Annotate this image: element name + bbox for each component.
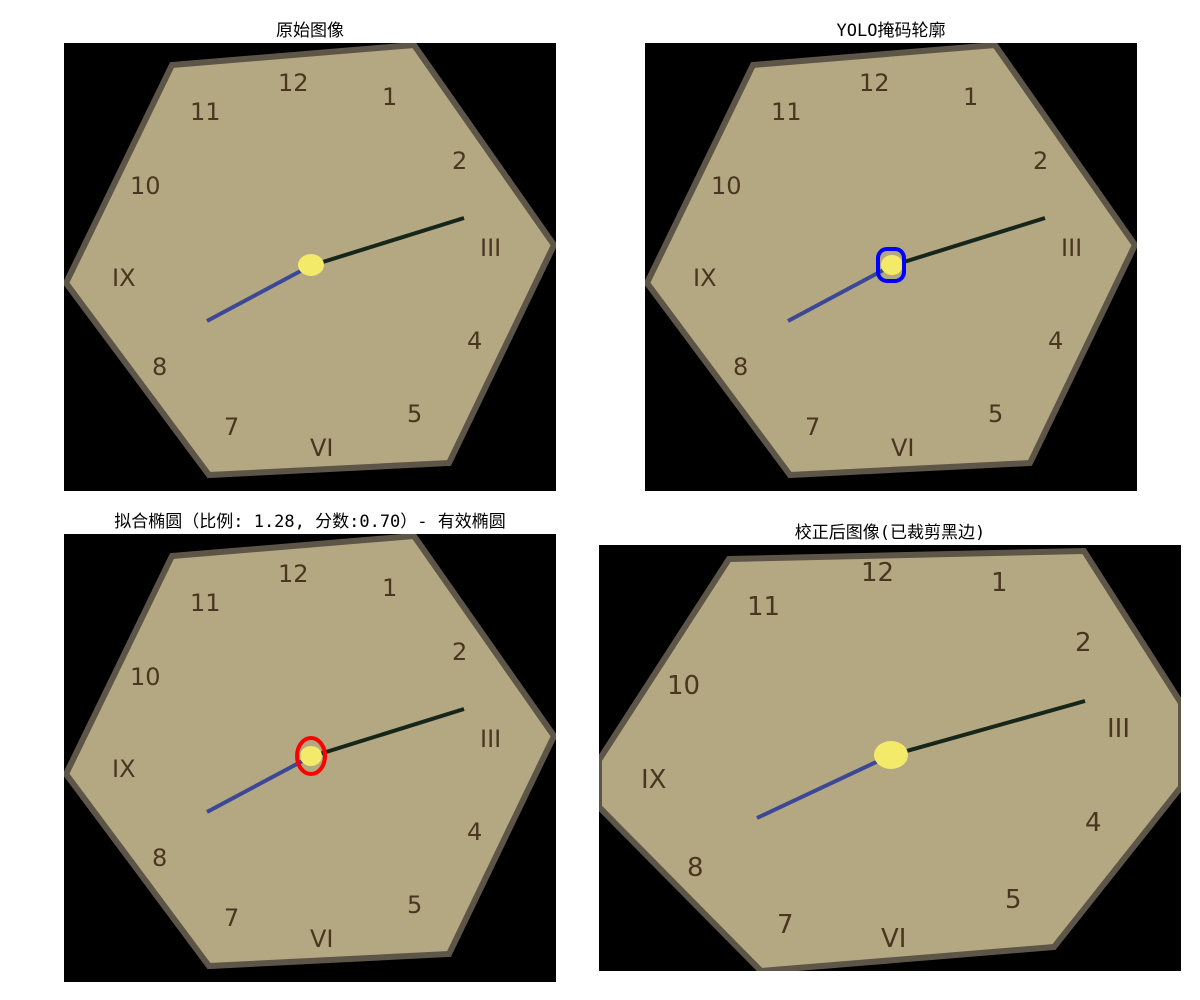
numeral-1: 1 <box>991 568 1008 598</box>
fitted-ellipse-panel: 12 1 2 III 4 5 VI 7 8 IX 10 11 <box>64 534 556 982</box>
hour-hand <box>756 754 890 820</box>
panel-title-fitted-ellipse: 拟合椭圆（比例: 1.28, 分数:0.70）- 有效椭圆 <box>114 512 506 532</box>
yolo-mask-panel: 12 1 2 III 4 5 VI 7 8 IX 10 11 <box>645 43 1137 491</box>
center-dot <box>298 254 324 276</box>
numeral-3: III <box>1061 234 1082 262</box>
center-dot <box>881 255 903 275</box>
minute-hand <box>309 216 465 268</box>
hour-hand <box>787 264 892 323</box>
panel-title-corrected: 校正后图像(已裁剪黑边) <box>794 523 986 543</box>
numeral-4: 4 <box>1048 327 1063 355</box>
numeral-3: III <box>480 234 501 262</box>
numeral-9: IX <box>641 765 666 795</box>
numeral-6: VI <box>881 924 906 954</box>
numeral-2: 2 <box>452 147 467 175</box>
numeral-7: 7 <box>224 413 239 441</box>
corrected-clock: 12 1 2 III 4 5 VI 7 8 IX 10 11 <box>599 547 1181 971</box>
numeral-9: IX <box>112 755 136 783</box>
minute-hand <box>890 216 1046 268</box>
numeral-12: 12 <box>278 560 309 588</box>
numeral-2: 2 <box>1033 147 1048 175</box>
original-image-panel: 12 1 2 III 4 5 VI 7 8 IX 10 11 <box>64 43 556 491</box>
numeral-7: 7 <box>777 910 794 940</box>
numeral-9: IX <box>693 264 717 292</box>
hour-hand <box>206 264 311 323</box>
numeral-10: 10 <box>667 671 700 701</box>
numeral-5: 5 <box>1005 885 1022 915</box>
numeral-7: 7 <box>805 413 820 441</box>
numeral-4: 4 <box>467 327 482 355</box>
numeral-1: 1 <box>382 83 397 111</box>
numeral-1: 1 <box>382 574 397 602</box>
panel-title-yolo-mask: YOLO掩码轮廓 <box>836 21 946 41</box>
numeral-5: 5 <box>407 400 422 428</box>
numeral-10: 10 <box>711 172 742 200</box>
numeral-1: 1 <box>963 83 978 111</box>
numeral-11: 11 <box>771 98 802 126</box>
numeral-6: VI <box>310 434 334 462</box>
mask-clock: 12 1 2 III 4 5 VI 7 8 IX 10 11 <box>645 43 1137 479</box>
numeral-4: 4 <box>1085 808 1102 838</box>
numeral-2: 2 <box>1075 628 1092 658</box>
minute-hand <box>309 707 465 759</box>
numeral-12: 12 <box>861 558 894 588</box>
center-dot <box>874 741 908 769</box>
numeral-12: 12 <box>278 69 309 97</box>
numeral-6: VI <box>310 925 334 953</box>
original-clock: 12 1 2 III 4 5 VI 7 8 IX 10 11 <box>64 43 556 479</box>
numeral-3: III <box>480 725 501 753</box>
numeral-5: 5 <box>988 400 1003 428</box>
numeral-8: 8 <box>152 844 167 872</box>
ellipse-clock: 12 1 2 III 4 5 VI 7 8 IX 10 11 <box>64 534 556 970</box>
fitted-ellipse <box>295 736 327 776</box>
numeral-12: 12 <box>859 69 890 97</box>
numeral-8: 8 <box>733 353 748 381</box>
numeral-6: VI <box>891 434 915 462</box>
numeral-11: 11 <box>747 592 780 622</box>
yolo-mask-contour <box>876 247 906 283</box>
numeral-8: 8 <box>152 353 167 381</box>
center-dot <box>300 746 322 766</box>
numeral-7: 7 <box>224 904 239 932</box>
numeral-11: 11 <box>190 589 221 617</box>
numeral-5: 5 <box>407 891 422 919</box>
hour-hand <box>206 755 311 814</box>
minute-hand <box>888 699 1086 758</box>
numeral-11: 11 <box>190 98 221 126</box>
corrected-image-panel: 12 1 2 III 4 5 VI 7 8 IX 10 11 <box>599 545 1181 971</box>
numeral-2: 2 <box>452 638 467 666</box>
numeral-3: III <box>1107 714 1130 744</box>
numeral-10: 10 <box>130 663 161 691</box>
numeral-10: 10 <box>130 172 161 200</box>
numeral-9: IX <box>112 264 136 292</box>
numeral-4: 4 <box>467 818 482 846</box>
panel-title-original: 原始图像 <box>276 21 344 41</box>
numeral-8: 8 <box>687 853 704 883</box>
